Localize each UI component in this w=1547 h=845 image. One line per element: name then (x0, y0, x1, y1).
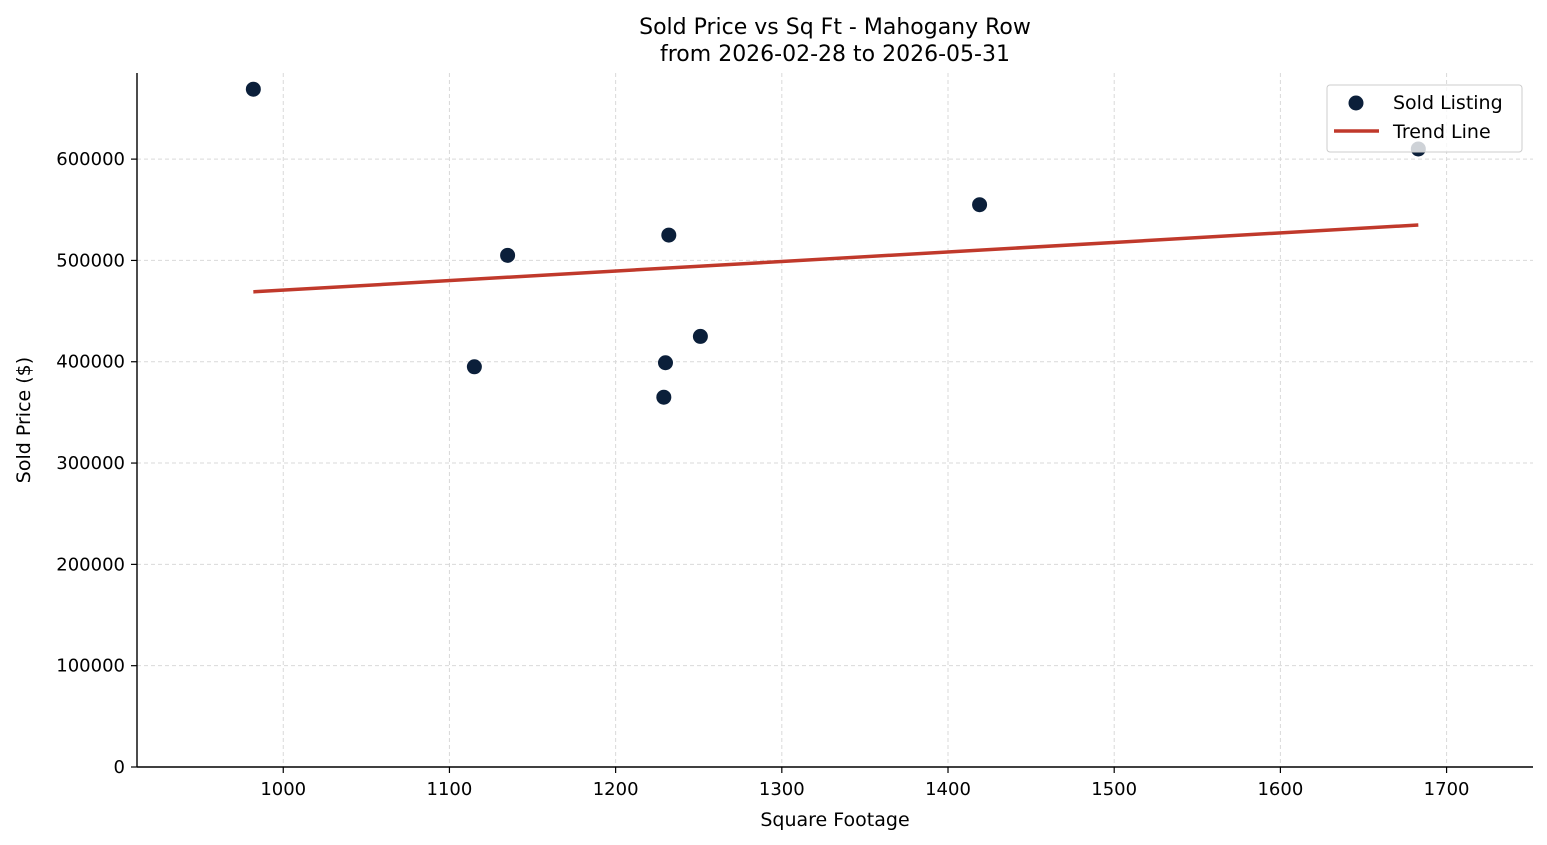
chart-title-line2: from 2026-02-28 to 2026-05-31 (660, 42, 1010, 67)
x-axis-label: Square Footage (760, 809, 909, 831)
data-point (656, 389, 672, 405)
data-point (972, 197, 988, 213)
grid (137, 73, 1533, 767)
y-tick-label: 100000 (56, 656, 125, 677)
y-tick-label: 500000 (56, 250, 125, 271)
data-point (661, 227, 677, 243)
y-axis-label: Sold Price ($) (13, 357, 35, 483)
y-axis-ticks: 0 100000 200000 300000 400000 500000 600000 (56, 149, 137, 778)
legend-label-sold-listing: Sold Listing (1393, 92, 1503, 114)
data-points (245, 81, 1426, 405)
x-tick-label: 1000 (260, 779, 306, 800)
x-tick-label: 1100 (427, 779, 473, 800)
data-point (657, 355, 673, 371)
x-axis-ticks: 1000 1100 1200 1300 1400 1500 1600 1700 (260, 767, 1469, 800)
legend: Sold Listing Trend Line (1326, 84, 1523, 153)
trend-line (253, 223, 1419, 294)
chart-title-line1: Sold Price vs Sq Ft - Mahogany Row (639, 15, 1031, 40)
data-point (500, 247, 516, 263)
data-point (466, 359, 482, 375)
x-tick-label: 1600 (1257, 779, 1303, 800)
trend-line-layer (253, 223, 1419, 294)
y-tick-label: 200000 (56, 554, 125, 575)
y-tick-label: 400000 (56, 352, 125, 373)
x-tick-label: 1500 (1091, 779, 1137, 800)
x-tick-label: 1400 (925, 779, 971, 800)
data-point (245, 81, 261, 97)
y-tick-label: 0 (114, 757, 125, 778)
legend-scatter-marker (1348, 95, 1364, 111)
y-tick-label: 300000 (56, 453, 125, 474)
x-tick-label: 1300 (759, 779, 805, 800)
legend-box (1326, 84, 1523, 153)
y-tick-label: 600000 (56, 149, 125, 170)
x-tick-label: 1700 (1424, 779, 1470, 800)
legend-label-trend-line: Trend Line (1392, 121, 1491, 143)
x-tick-label: 1200 (593, 779, 639, 800)
data-point (692, 328, 708, 344)
